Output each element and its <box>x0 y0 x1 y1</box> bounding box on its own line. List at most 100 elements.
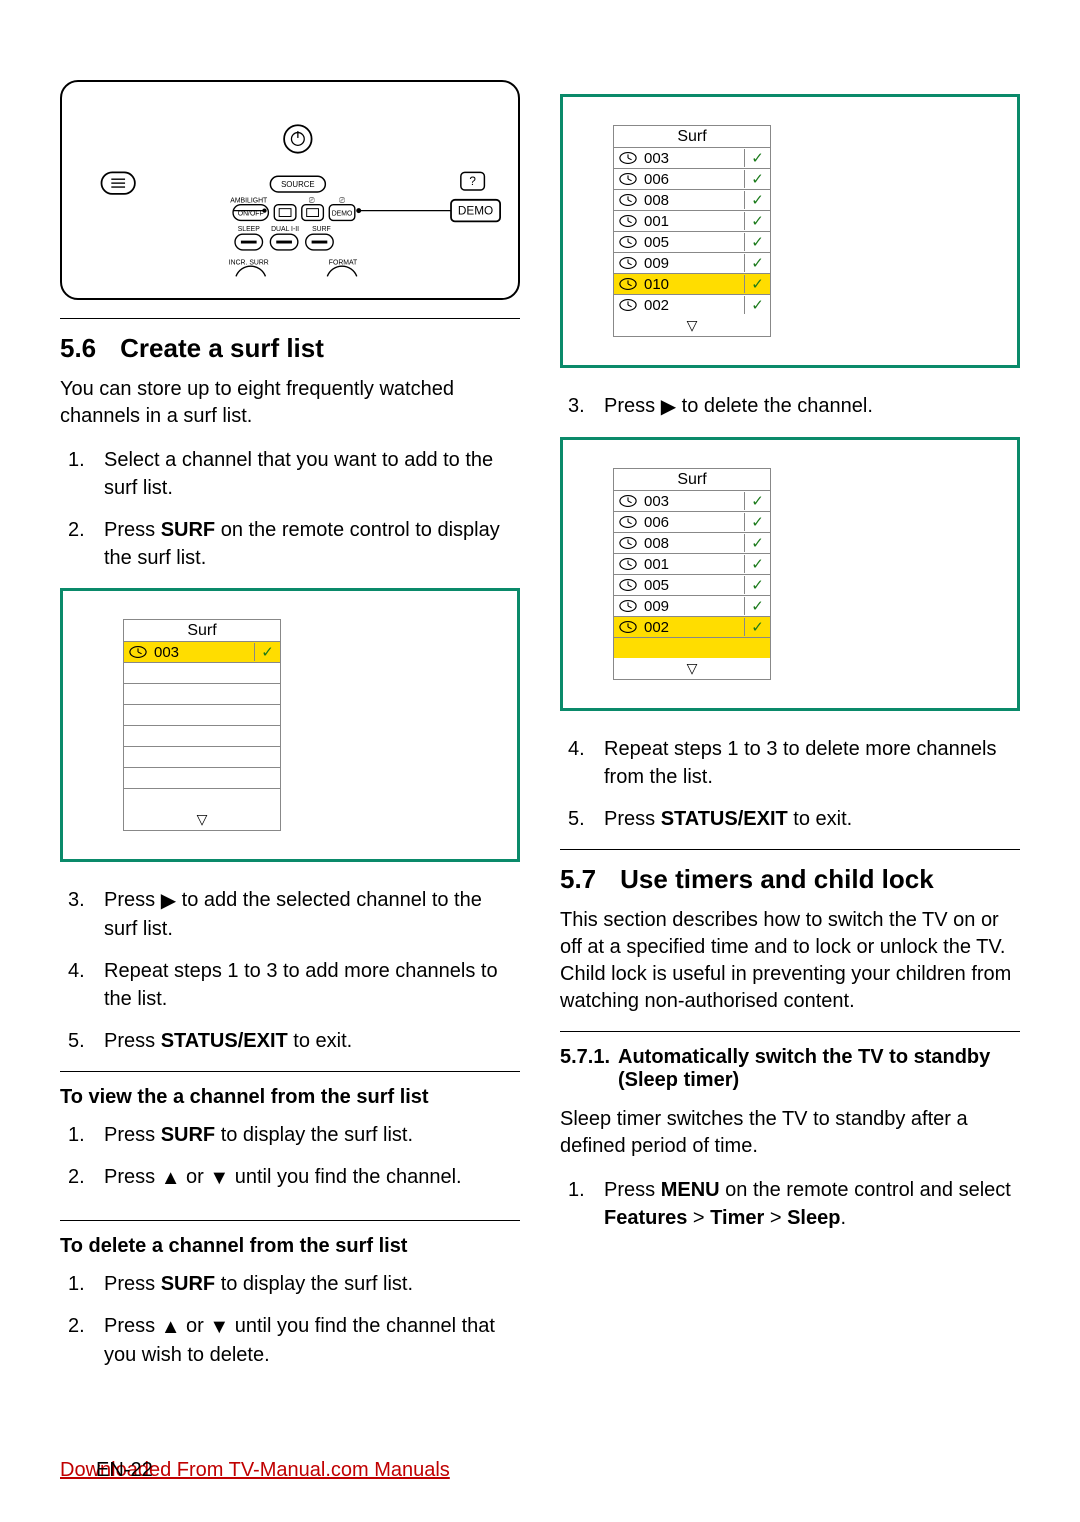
check-icon: ✓ <box>744 534 770 552</box>
clock-icon <box>614 298 642 312</box>
clock-icon <box>614 599 642 613</box>
step-4: Repeat steps 1 to 3 to add more channels… <box>60 957 520 1013</box>
clock-icon <box>614 214 642 228</box>
clock-icon <box>614 193 642 207</box>
svg-text:DEMO: DEMO <box>332 211 353 218</box>
check-icon: ✓ <box>254 643 280 661</box>
view-channel-steps: Press SURF to display the surf list. Pre… <box>60 1121 520 1192</box>
check-icon: ✓ <box>744 597 770 615</box>
delete-step-4: Repeat steps 1 to 3 to delete more chann… <box>560 735 1020 791</box>
delete-channel-steps: Press SURF to display the surf list. Pre… <box>60 1270 520 1369</box>
check-icon: ✓ <box>744 296 770 314</box>
clock-icon <box>614 277 642 291</box>
surf-list-figure-3: Surf003✓006✓008✓001✓005✓009✓002✓▽ <box>560 437 1020 711</box>
right-triangle-icon: ▶ <box>661 393 676 421</box>
surf-row: 002✓ <box>613 616 771 637</box>
check-icon: ✓ <box>744 233 770 251</box>
channel-number: 001 <box>642 556 744 573</box>
surf-row-empty <box>123 725 281 746</box>
sleep-step-1: Press MENU on the remote control and sel… <box>560 1176 1020 1232</box>
create-surf-steps-1: Select a channel that you want to add to… <box>60 446 520 572</box>
surf-row: 003✓ <box>613 490 771 511</box>
surf-row: 002✓ <box>613 294 771 315</box>
delete-step-1: Press SURF to display the surf list. <box>60 1270 520 1298</box>
check-icon: ✓ <box>744 513 770 531</box>
section-5-6-title: 5.6Create a surf list <box>60 333 520 364</box>
down-triangle-icon: ▼ <box>209 1164 229 1192</box>
down-triangle-open-icon: ▽ <box>687 660 698 677</box>
check-icon: ✓ <box>744 555 770 573</box>
demo-callout: DEMO <box>458 205 493 218</box>
check-icon: ✓ <box>744 212 770 230</box>
clock-icon <box>614 557 642 571</box>
svg-text:?: ? <box>469 175 476 188</box>
delete-step-5: Press STATUS/EXIT to exit. <box>560 805 1020 833</box>
surf-row-empty <box>123 704 281 725</box>
down-triangle-open-icon: ▽ <box>197 811 208 828</box>
surf-footer: ▽ <box>123 809 281 831</box>
surf-list-figure-2: Surf003✓006✓008✓001✓005✓009✓010✓002✓▽ <box>560 94 1020 368</box>
channel-number: 003 <box>642 493 744 510</box>
clock-icon <box>614 172 642 186</box>
surf-row: 001✓ <box>613 553 771 574</box>
surf-header: Surf <box>123 619 281 641</box>
channel-number: 005 <box>642 577 744 594</box>
view-channel-heading: To view the a channel from the surf list <box>60 1086 520 1109</box>
clock-icon <box>614 536 642 550</box>
right-triangle-icon: ▶ <box>161 887 176 915</box>
left-column: SOURCE ? DEMO AMBILIGHT ON/OFF ⎚ <box>60 80 520 1385</box>
svg-text:SLEEP: SLEEP <box>238 226 261 233</box>
delete-step-2: Press ▲ or ▼ until you find the channel … <box>60 1312 520 1369</box>
surf-footer: ▽ <box>613 315 771 337</box>
check-icon: ✓ <box>744 576 770 594</box>
clock-icon <box>614 515 642 529</box>
channel-number: 008 <box>642 535 744 552</box>
surf-row: 001✓ <box>613 210 771 231</box>
svg-text:INCR. SURR: INCR. SURR <box>229 260 269 267</box>
channel-number: 002 <box>642 619 744 636</box>
check-icon: ✓ <box>744 254 770 272</box>
section-5-7-1-title: 5.7.1. Automatically switch the TV to st… <box>560 1046 1020 1092</box>
create-surf-steps-2: Press ▶ to add the selected channel to t… <box>60 886 520 1055</box>
check-icon: ✓ <box>744 275 770 293</box>
channel-number: 005 <box>642 234 744 251</box>
surf-row-empty <box>613 637 771 658</box>
surf-row: 006✓ <box>613 168 771 189</box>
remote-control-diagram: SOURCE ? DEMO AMBILIGHT ON/OFF ⎚ <box>60 80 520 300</box>
svg-text:DUAL I-II: DUAL I-II <box>271 226 299 233</box>
channel-number: 003 <box>642 150 744 167</box>
clock-icon <box>614 235 642 249</box>
surf-header: Surf <box>613 125 771 147</box>
up-triangle-icon: ▲ <box>161 1164 181 1192</box>
channel-number: 006 <box>642 171 744 188</box>
surf-row-empty <box>123 662 281 683</box>
section-5-7-title: 5.7Use timers and child lock <box>560 864 1020 895</box>
surf-row-empty <box>123 788 281 809</box>
channel-number: 010 <box>642 276 744 293</box>
source-label: SOURCE <box>281 180 315 189</box>
svg-text:⎚: ⎚ <box>339 198 345 205</box>
svg-text:AMBILIGHT: AMBILIGHT <box>230 198 268 205</box>
surf-row: 005✓ <box>613 574 771 595</box>
svg-text:ON/OFF: ON/OFF <box>238 211 264 218</box>
step-5: Press STATUS/EXIT to exit. <box>60 1027 520 1055</box>
surf-row-empty <box>123 746 281 767</box>
surf-header: Surf <box>613 468 771 490</box>
channel-number: 006 <box>642 514 744 531</box>
delete-channel-heading: To delete a channel from the surf list <box>60 1235 520 1258</box>
check-icon: ✓ <box>744 618 770 636</box>
view-step-2: Press ▲ or ▼ until you find the channel. <box>60 1163 520 1192</box>
surf-row: 003✓ <box>123 641 281 662</box>
surf-row: 008✓ <box>613 189 771 210</box>
clock-icon <box>614 578 642 592</box>
sleep-timer-steps: Press MENU on the remote control and sel… <box>560 1176 1020 1232</box>
right-column: Surf003✓006✓008✓001✓005✓009✓010✓002✓▽ Pr… <box>560 80 1020 1385</box>
check-icon: ✓ <box>744 149 770 167</box>
clock-icon <box>124 645 152 659</box>
svg-text:⎚: ⎚ <box>309 198 315 205</box>
section-5-6-intro: You can store up to eight frequently wat… <box>60 376 520 430</box>
check-icon: ✓ <box>744 170 770 188</box>
surf-row: 009✓ <box>613 252 771 273</box>
step-3: Press ▶ to add the selected channel to t… <box>60 886 520 943</box>
surf-row: 008✓ <box>613 532 771 553</box>
